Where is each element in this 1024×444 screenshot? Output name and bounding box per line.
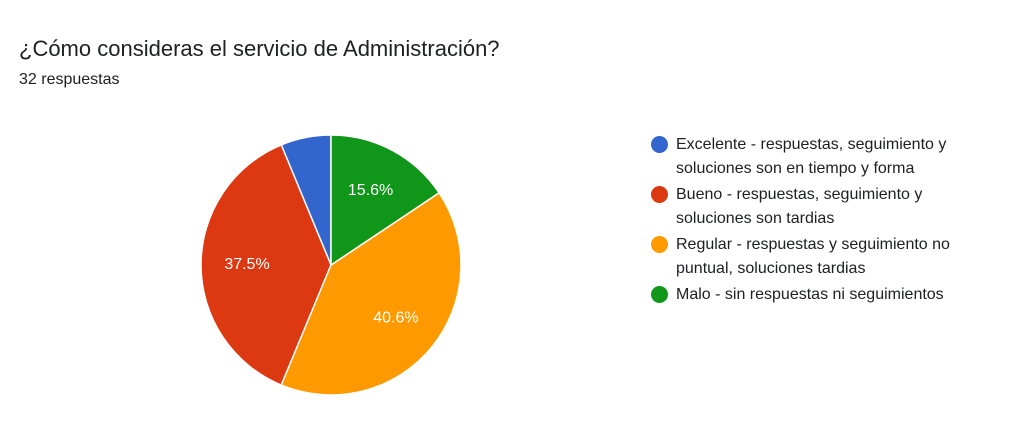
- legend-item-4[interactable]: Malo - sin respuestas ni seguimientos: [651, 283, 1001, 307]
- legend-item-3[interactable]: Regular - respuestas y seguimiento no pu…: [651, 233, 1001, 280]
- pie-chart: 37.5% 40.6% 15.6%: [200, 134, 462, 396]
- slice-label-4: 15.6%: [348, 182, 393, 199]
- chart-title: ¿Cómo consideras el servicio de Administ…: [19, 36, 500, 61]
- pie-slices: [200, 134, 462, 396]
- response-count: 32 respuestas: [19, 71, 120, 88]
- slice-label-3: 40.6%: [373, 310, 418, 327]
- chart-legend: Excelente - respuestas, seguimiento y so…: [651, 133, 1001, 310]
- legend-item-1[interactable]: Excelente - respuestas, seguimiento y so…: [651, 133, 1001, 180]
- legend-swatch: [651, 186, 668, 203]
- pie-slice-2[interactable]: [200, 143, 332, 387]
- legend-swatch: [651, 136, 668, 153]
- pie-slice-4[interactable]: [330, 134, 441, 267]
- legend-item-2[interactable]: Bueno - respuestas, seguimiento y soluci…: [651, 183, 1001, 230]
- pie-slice-3[interactable]: [280, 191, 462, 396]
- slice-label-2: 37.5%: [224, 256, 269, 273]
- legend-label: Malo - sin respuestas ni seguimientos: [676, 286, 944, 303]
- legend-swatch: [651, 286, 668, 303]
- pie-labels: 37.5% 40.6% 15.6%: [224, 182, 418, 326]
- legend-label: Regular - respuestas y seguimiento no pu…: [676, 236, 950, 277]
- legend-label: Bueno - respuestas, seguimiento y soluci…: [676, 186, 923, 227]
- legend-swatch: [651, 236, 668, 253]
- legend-label: Excelente - respuestas, seguimiento y so…: [676, 136, 947, 177]
